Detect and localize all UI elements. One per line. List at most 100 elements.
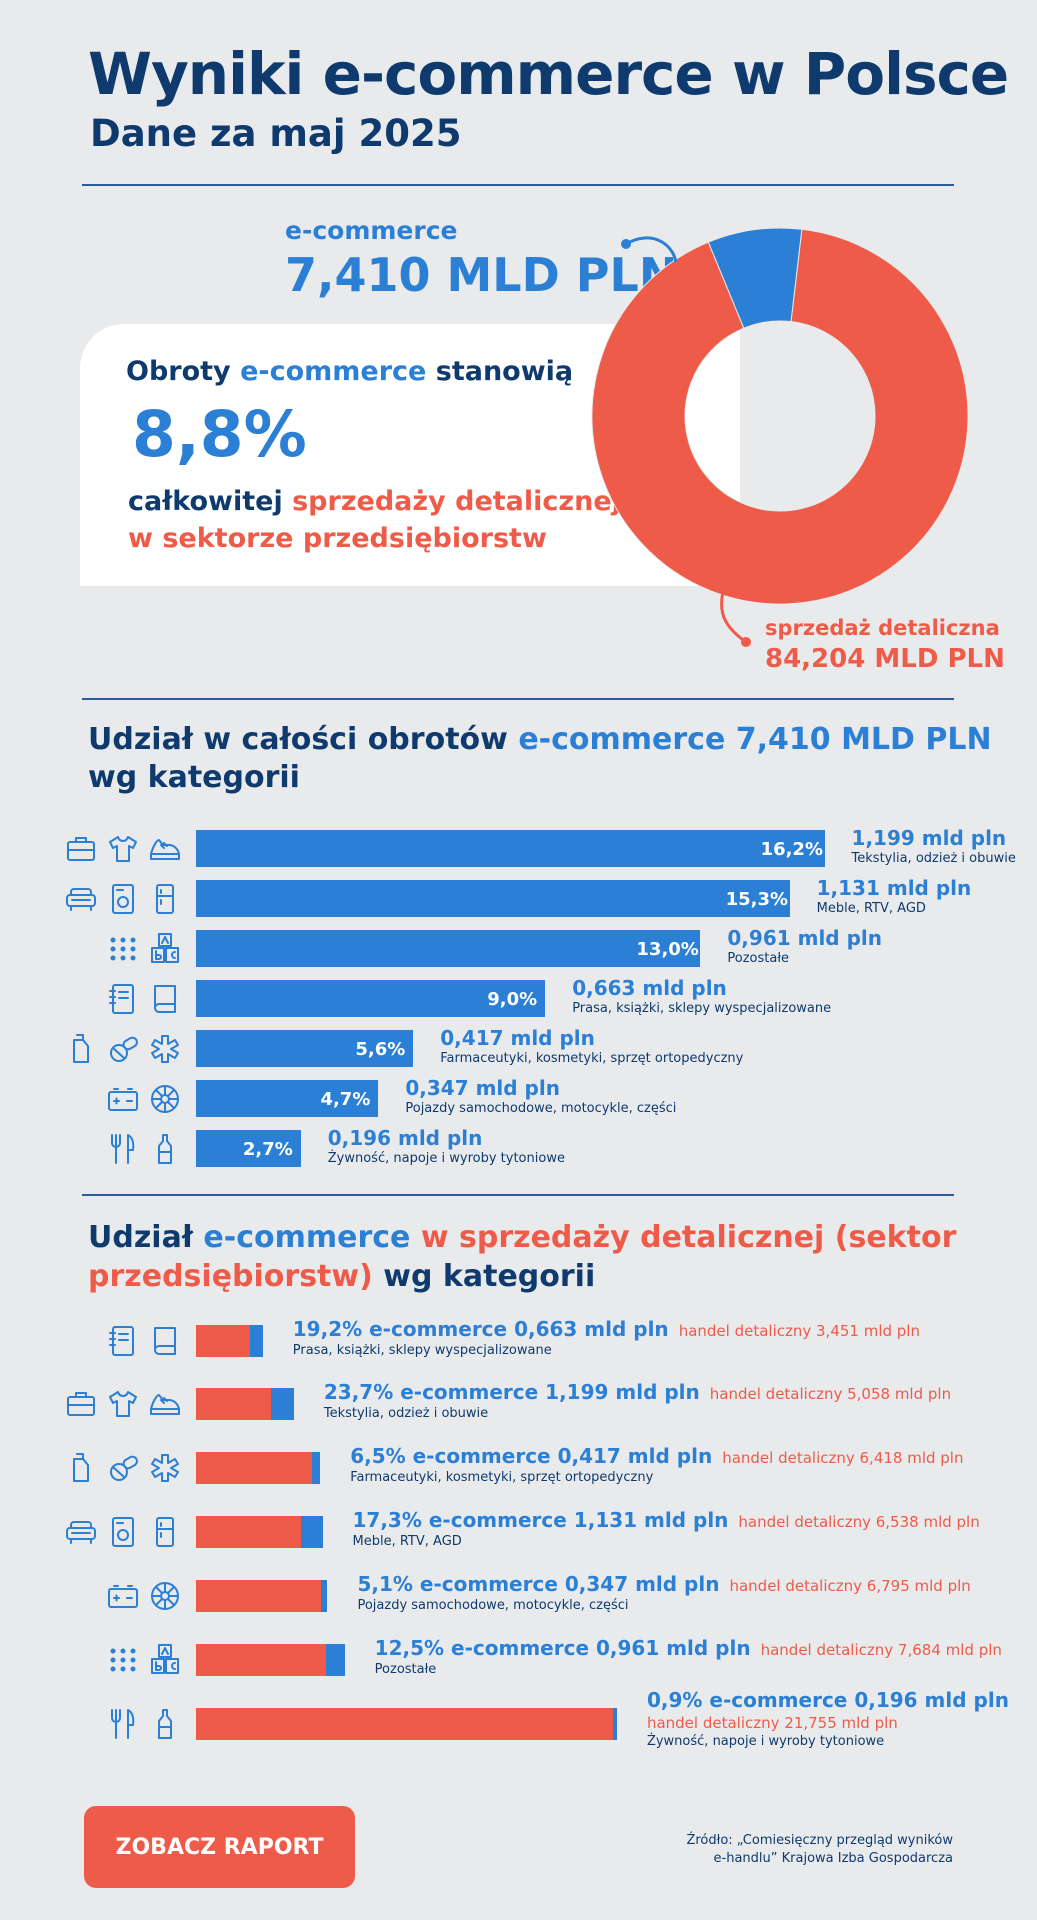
summary-line-2: całkowitej sprzedaży detalicznej: [128, 486, 621, 517]
tshirt-icon: [109, 835, 137, 862]
notebook-icon: [109, 983, 134, 1014]
washer-icon: [112, 883, 134, 914]
bar-percent-label: 15,3%: [725, 889, 789, 910]
source-note: Źródło: „Comiesięczny przegląd wyników e-…: [686, 1833, 953, 1866]
section1-title: Udział w całości obrotów e-commerce 7,41…: [88, 722, 992, 757]
category-icons: [106, 1082, 182, 1116]
ecommerce-share: 8,8%: [132, 398, 307, 471]
bar-value-label: 0,663 mld pln: [572, 976, 727, 1000]
row-category-label: Meble, RTV, AGD: [352, 1534, 462, 1549]
bar-category-label: Prasa, książki, sklepy wyspecjalizowane: [572, 1001, 832, 1016]
ecommerce-value: 5,1% e-commerce 0,347 mld pln: [357, 1572, 720, 1596]
bar-percent-label: 2,7%: [242, 1139, 293, 1160]
retail-value: handel detaliczny 7,684 mld pln: [760, 1641, 1002, 1659]
retail-pointer: [720, 591, 751, 647]
retail-bar: [196, 1325, 250, 1357]
ecommerce-value: 17,3% e-commerce 1,131 mld pln: [352, 1508, 729, 1532]
medical-star-icon: [151, 1454, 179, 1482]
ecommerce-value: 6,5% e-commerce 0,417 mld pln: [350, 1444, 713, 1468]
row-values: 12,5% e-commerce 0,961 mld pln handel det…: [375, 1636, 1002, 1660]
bar-percent-label: 9,0%: [487, 989, 538, 1010]
notebook-icon: [109, 1326, 134, 1356]
ecommerce-pointer: [621, 236, 678, 263]
row-category-label: Prasa, książki, sklepy wyspecjalizowane: [292, 1343, 552, 1358]
tshirt-icon: [109, 1391, 137, 1417]
bar-category-label: Żywność, napoje i wyroby tytoniowe: [327, 1151, 565, 1166]
ecommerce-value: 0,9% e-commerce 0,196 mld pln: [646, 1688, 1009, 1712]
category-icons: [106, 1324, 182, 1358]
page-subtitle: Dane za maj 2025: [90, 112, 462, 155]
bottle-icon: [73, 1033, 89, 1063]
bar-value-label: 0,961 mld pln: [727, 926, 882, 950]
retail-bar: [196, 1452, 313, 1484]
category-icons: [64, 1515, 182, 1549]
divider: [82, 698, 954, 700]
pills-icon: [110, 1036, 138, 1062]
divider: [82, 1194, 954, 1196]
bar-value-label: 0,417 mld pln: [440, 1026, 595, 1050]
row-category-label: Farmaceutyki, kosmetyki, sprzęt ortopedy…: [350, 1470, 654, 1485]
category-icons: [106, 1579, 182, 1613]
category-icons: [106, 1643, 182, 1677]
ecommerce-bar: [300, 1516, 323, 1548]
cutlery-icon: [111, 1709, 135, 1739]
cutlery-icon: [111, 1133, 135, 1164]
see-report-button[interactable]: ZOBACZ RAPORT: [84, 1806, 355, 1888]
share-bar: [196, 980, 546, 1017]
donut-slice-retail: [591, 228, 969, 605]
row-values: 6,5% e-commerce 0,417 mld pln handel deta…: [350, 1444, 963, 1468]
ecommerce-value: 19,2% e-commerce 0,663 mld pln: [292, 1317, 669, 1341]
wheel-icon: [151, 1084, 179, 1113]
retail-value: handel detaliczny 5,058 mld pln: [709, 1385, 952, 1403]
ecommerce-value: 12,5% e-commerce 0,961 mld pln: [374, 1636, 751, 1660]
retail-bar: [196, 1388, 271, 1420]
retail-value: 84,204 MLD PLN: [765, 644, 1005, 674]
bar-value-label: 1,199 mld pln: [851, 826, 1007, 850]
ecommerce-bar: [320, 1580, 328, 1612]
sofa-icon: [66, 1521, 96, 1544]
bar-category-label: Farmaceutyki, kosmetyki, sprzęt ortopedy…: [440, 1051, 744, 1066]
drink-bottle-icon: [158, 1133, 172, 1164]
dots-grid-icon: [110, 937, 136, 960]
bar-value-label: 0,196 mld pln: [327, 1126, 483, 1150]
ecommerce-bar: [326, 1644, 345, 1676]
book-icon: [154, 984, 176, 1013]
page-title: Wyniki e-commerce w Polsce: [88, 40, 1009, 108]
share-donut-chart: [591, 227, 969, 605]
row-values: 17,3% e-commerce 1,131 mld pln handel det…: [353, 1508, 980, 1532]
bar-percent-label: 4,7%: [320, 1089, 371, 1110]
washer-icon: [112, 1517, 134, 1547]
ecommerce-label: e-commerce: [285, 216, 458, 245]
fridge-icon: [156, 883, 174, 914]
briefcase-icon: [67, 1392, 95, 1416]
briefcase-icon: [67, 836, 95, 861]
ecommerce-bar: [249, 1325, 263, 1357]
category-icons: [64, 1387, 182, 1421]
category-icons: [64, 882, 182, 916]
row-values: 23,7% e-commerce 1,199 mld pln handel det…: [324, 1380, 951, 1404]
bottle-icon: [73, 1453, 89, 1482]
fridge-icon: [156, 1517, 174, 1547]
summary-line-3: w sektorze przedsiębiorstw: [128, 523, 547, 554]
battery-icon: [108, 1087, 138, 1111]
ecommerce-value: 23,7% e-commerce 1,199 mld pln: [323, 1380, 700, 1404]
dots-grid-icon: [110, 1648, 136, 1672]
bar-value-label: 1,131 mld pln: [816, 876, 972, 900]
ecommerce-bar: [270, 1388, 294, 1420]
bar-category-label: Pozostałe: [727, 951, 790, 966]
row-category-label: Tekstylia, odzież i obuwie: [323, 1406, 489, 1421]
ecommerce-bar: [612, 1708, 617, 1740]
ecommerce-bar: [312, 1452, 321, 1484]
section2-title: Udział e-commerce w sprzedaży detaliczne…: [88, 1220, 957, 1255]
category-icons: [64, 1032, 182, 1066]
share-bar: [196, 1030, 414, 1067]
retail-value: handel detaliczny 21,755 mld pln: [646, 1714, 898, 1732]
category-icons: [64, 832, 182, 866]
category-icons: [106, 1707, 182, 1741]
share-bar: [196, 930, 701, 967]
battery-icon: [108, 1585, 138, 1608]
retail-value: handel detaliczny 3,451 mld pln: [678, 1322, 920, 1340]
book-icon: [154, 1327, 176, 1355]
row-category-label: Żywność, napoje i wyroby tytoniowe: [646, 1734, 885, 1749]
divider: [82, 184, 954, 186]
